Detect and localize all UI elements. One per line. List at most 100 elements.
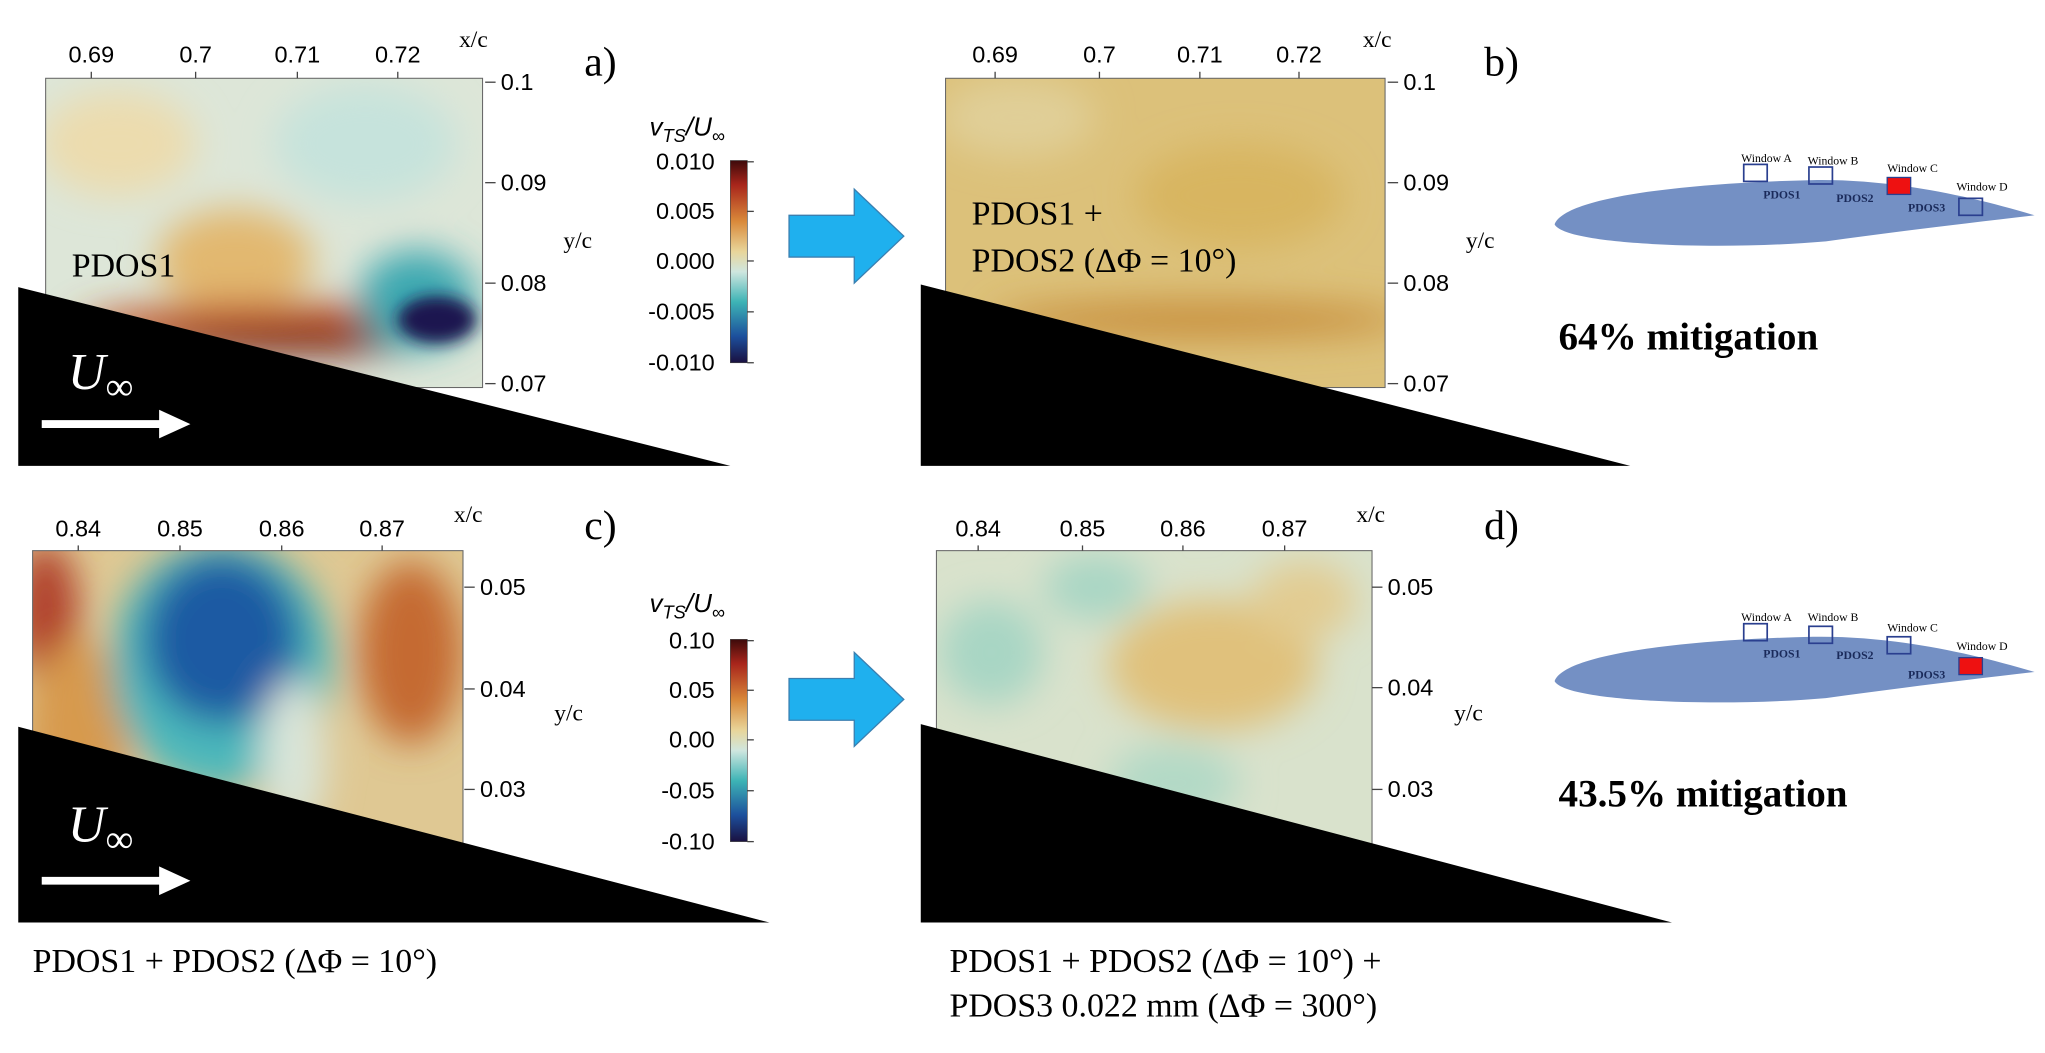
flow-label: U∞ bbox=[68, 344, 134, 408]
y-tick-label: 0.03 bbox=[1388, 776, 1434, 802]
device-label: PDOS1 bbox=[1763, 648, 1800, 661]
colorbar bbox=[730, 160, 748, 364]
window-label: Window C bbox=[1887, 162, 1938, 175]
y-tick-label: 0.1 bbox=[501, 69, 534, 95]
colorbar-tick-label: -0.10 bbox=[661, 828, 714, 854]
wall bbox=[18, 287, 731, 466]
y-tick-label: 0.09 bbox=[1403, 170, 1449, 196]
title-part: v bbox=[649, 112, 664, 142]
flow-arrow-head bbox=[159, 409, 191, 439]
arrow bbox=[788, 650, 905, 748]
x-axis-label: x/c bbox=[459, 27, 488, 53]
y-axis-label: y/c bbox=[1466, 228, 1495, 254]
y-tick-label: 0.05 bbox=[1388, 574, 1434, 600]
airfoil-diagram bbox=[1554, 163, 2035, 246]
flow-symbol: U bbox=[68, 344, 109, 401]
device-label: PDOS1 bbox=[1763, 188, 1800, 201]
colorbar-tick-label: 0.00 bbox=[669, 727, 715, 753]
x-tick-label: 0.86 bbox=[1160, 515, 1206, 541]
x-tick-label: 0.7 bbox=[179, 42, 212, 68]
colorbar-tick-label: -0.05 bbox=[661, 778, 714, 804]
x-axis-label: x/c bbox=[1363, 27, 1392, 53]
panel-label: b) bbox=[1484, 40, 1519, 86]
window-label: Window A bbox=[1741, 152, 1792, 165]
mitigation: 43.5% mitigation bbox=[1559, 772, 1848, 815]
x-tick-label: 0.85 bbox=[157, 515, 203, 541]
panel-text: PDOS2 (ΔΦ = 10°) bbox=[972, 242, 1237, 279]
panel-label: a) bbox=[584, 40, 616, 86]
flow-arrow-head bbox=[159, 866, 191, 896]
flow-subscript: ∞ bbox=[105, 818, 133, 861]
colorbar-tick-label: 0.05 bbox=[669, 677, 715, 703]
device-label: PDOS3 bbox=[1908, 669, 1945, 682]
y-tick-label: 0.08 bbox=[501, 270, 547, 296]
title-sub: ∞ bbox=[712, 601, 725, 622]
title-sub: TS bbox=[663, 601, 686, 622]
x-tick-label: 0.71 bbox=[1177, 42, 1223, 68]
colorbar-tick-label: 0.10 bbox=[669, 627, 715, 653]
window-label: Window D bbox=[1956, 181, 2007, 194]
window-label: Window D bbox=[1956, 640, 2007, 653]
y-axis-label: y/c bbox=[1454, 700, 1483, 726]
caption: PDOS1 + PDOS2 (ΔΦ = 10°) bbox=[33, 943, 437, 980]
colorbar-tick-label: 0.000 bbox=[656, 248, 715, 274]
colorbar bbox=[730, 639, 748, 842]
window-label: Window A bbox=[1741, 611, 1792, 624]
y-tick-label: 0.03 bbox=[480, 776, 526, 802]
colorbar-tick-label: -0.010 bbox=[648, 350, 715, 376]
x-tick-label: 0.87 bbox=[359, 515, 405, 541]
x-tick-label: 0.84 bbox=[55, 515, 101, 541]
y-tick-label: 0.04 bbox=[1388, 674, 1434, 700]
caption: PDOS1 + PDOS2 (ΔΦ = 10°) + bbox=[949, 943, 1381, 980]
x-tick-label: 0.85 bbox=[1060, 515, 1106, 541]
flow-symbol: U bbox=[68, 797, 109, 854]
y-tick-label: 0.05 bbox=[480, 574, 526, 600]
title-part: v bbox=[649, 588, 664, 618]
y-tick-label: 0.04 bbox=[480, 676, 526, 702]
panel-label: c) bbox=[584, 503, 616, 549]
flow-label: U∞ bbox=[68, 797, 134, 861]
y-tick-label: 0.08 bbox=[1403, 270, 1449, 296]
caption: PDOS3 0.022 mm (ΔΦ = 300°) bbox=[949, 987, 1377, 1024]
colorbar-tick-label: 0.010 bbox=[656, 149, 715, 175]
x-tick-label: 0.71 bbox=[275, 42, 321, 68]
x-tick-label: 0.7 bbox=[1083, 42, 1116, 68]
x-axis-label: x/c bbox=[454, 502, 483, 528]
x-tick-label: 0.69 bbox=[972, 42, 1018, 68]
x-axis-label: x/c bbox=[1356, 502, 1385, 528]
device-label: PDOS3 bbox=[1908, 201, 1945, 214]
mitigation: 64% mitigation bbox=[1559, 316, 1819, 359]
flow-subscript: ∞ bbox=[105, 365, 133, 408]
y-tick-label: 0.07 bbox=[1403, 370, 1449, 396]
y-tick-label: 0.1 bbox=[1403, 69, 1436, 95]
colorbar-tick-label: 0.005 bbox=[656, 198, 715, 224]
window-label: Window B bbox=[1808, 154, 1859, 167]
arrow bbox=[788, 187, 905, 285]
window-label: Window B bbox=[1808, 611, 1859, 624]
x-tick-label: 0.87 bbox=[1262, 515, 1308, 541]
y-tick-label: 0.09 bbox=[501, 170, 547, 196]
panel-label: d) bbox=[1484, 503, 1519, 549]
y-tick-label: 0.07 bbox=[501, 370, 547, 396]
colorbar-title: vTS/U∞ bbox=[649, 112, 724, 147]
airfoil-diagram bbox=[1554, 622, 2035, 703]
colorbar-title: vTS/U∞ bbox=[649, 588, 724, 623]
y-axis-label: y/c bbox=[563, 228, 592, 254]
colorbar-tick-label: -0.005 bbox=[648, 299, 715, 325]
x-tick-label: 0.72 bbox=[375, 42, 421, 68]
x-tick-label: 0.69 bbox=[68, 42, 114, 68]
device-label: PDOS2 bbox=[1836, 192, 1873, 205]
panel-text: PDOS1 + bbox=[972, 195, 1103, 232]
title-part: /U bbox=[684, 588, 712, 618]
x-tick-label: 0.84 bbox=[955, 515, 1001, 541]
x-tick-label: 0.72 bbox=[1276, 42, 1322, 68]
wall bbox=[18, 726, 770, 923]
y-axis-label: y/c bbox=[554, 700, 583, 726]
title-sub: TS bbox=[663, 125, 686, 146]
device-label: PDOS2 bbox=[1836, 649, 1873, 662]
x-tick-label: 0.86 bbox=[259, 515, 305, 541]
panel-text: PDOS1 bbox=[72, 248, 176, 285]
title-sub: ∞ bbox=[712, 125, 725, 146]
